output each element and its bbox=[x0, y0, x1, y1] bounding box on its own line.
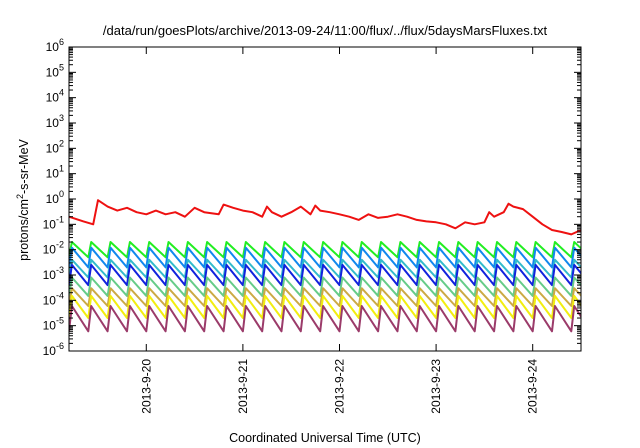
chart-title: /data/run/goesPlots/archive/2013-09-24/1… bbox=[103, 23, 548, 38]
x-tick-label: 2013-9-20 bbox=[139, 359, 153, 414]
y-axis-label: protons/cm2-s-sr-MeV bbox=[15, 138, 31, 260]
x-tick-label: 2013-9-22 bbox=[332, 359, 346, 414]
series-line-1 bbox=[69, 199, 581, 236]
series-layer bbox=[69, 199, 581, 333]
series-line-2 bbox=[69, 241, 581, 259]
y-tick-label: 102 bbox=[46, 138, 64, 155]
series-line-9 bbox=[69, 305, 581, 333]
y-tick-label: 10-5 bbox=[43, 316, 64, 333]
axes-layer: 10-6 10-5 10-4 10-3 10-2 10-1 100 101 102 103 104 1… bbox=[43, 37, 582, 414]
y-tick-label: 10-4 bbox=[43, 290, 64, 307]
y-tick-label: 105 bbox=[46, 62, 64, 79]
series-line-5 bbox=[69, 263, 581, 287]
x-tick-label: 2013-9-24 bbox=[526, 359, 540, 414]
y-tick-label: 10-3 bbox=[43, 265, 64, 282]
y-tick-label: 103 bbox=[46, 113, 64, 130]
y-tick-label: 100 bbox=[46, 189, 64, 206]
series-line-8 bbox=[69, 294, 581, 319]
y-tick-label: 104 bbox=[46, 88, 64, 105]
y-tick-label: 106 bbox=[46, 37, 64, 54]
series-line-6 bbox=[69, 276, 581, 297]
y-tick-label: 10-1 bbox=[43, 214, 64, 231]
x-tick-label: 2013-9-21 bbox=[236, 359, 250, 414]
y-axis-label-main: protons/cm bbox=[17, 199, 31, 261]
y-axis-label-sup: 2 bbox=[15, 194, 25, 199]
y-axis-label-tail: -s-sr-MeV bbox=[17, 138, 31, 194]
series-line-3 bbox=[69, 246, 581, 269]
x-tick-label: 2013-9-23 bbox=[429, 359, 443, 414]
y-tick-label: 10-2 bbox=[43, 240, 64, 257]
y-tick-label: 101 bbox=[46, 164, 64, 181]
y-tick-label: 10-6 bbox=[43, 341, 64, 358]
series-line-7 bbox=[69, 287, 581, 307]
svg-text:protons/cm2-s-sr-MeV: protons/cm2-s-sr-MeV bbox=[15, 138, 31, 260]
x-axis-label: Coordinated Universal Time (UTC) bbox=[229, 431, 421, 445]
